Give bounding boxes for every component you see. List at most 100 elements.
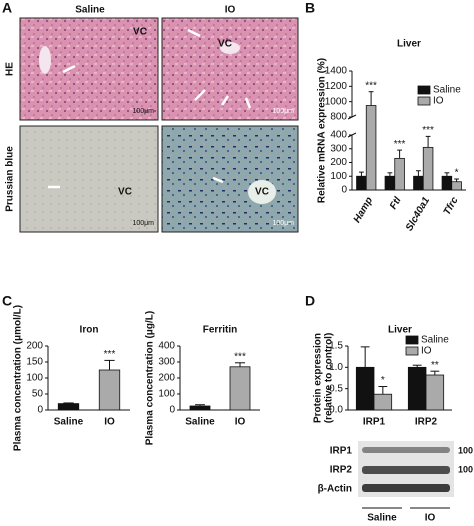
scale-label: 100μm <box>132 220 154 227</box>
significance: *** <box>394 139 406 150</box>
significance: *** <box>234 351 246 362</box>
y-tick-label: 400 <box>330 130 347 141</box>
arrows <box>48 28 252 189</box>
y-tick-label: 200 <box>26 341 43 352</box>
x-tick-label: Ftl <box>388 195 404 211</box>
bar <box>373 393 393 411</box>
y-tick-label: 100 <box>330 171 347 182</box>
y-tick-label: 100 <box>26 373 43 384</box>
scale-label: 100μm <box>272 108 294 115</box>
legend-label: IO <box>421 346 432 357</box>
x-tick-label: IO <box>235 417 246 428</box>
bar <box>451 181 462 191</box>
band-label: IRP2 <box>330 465 353 476</box>
vc-label: VC <box>218 39 232 50</box>
y-tick-label: 1400 <box>325 66 348 77</box>
chart-title: Liver <box>397 39 421 50</box>
panel-label: C <box>2 293 12 309</box>
legend-swatch <box>417 85 431 95</box>
chart-title: Ferritin <box>203 325 237 336</box>
group-label: IO <box>425 513 436 524</box>
vessel <box>220 42 240 54</box>
bar <box>425 374 445 411</box>
x-tick-label: Tfrc <box>442 195 461 217</box>
y-tick-label: 200 <box>330 157 347 168</box>
y-tick-label: 150 <box>26 357 43 368</box>
y-tick-label: 0.5 <box>329 383 343 394</box>
panel-label: B <box>305 0 315 16</box>
legend-label: Saline <box>433 85 461 96</box>
y-axis-label: (relative to control) <box>324 333 335 424</box>
x-tick-label: IO <box>104 417 115 428</box>
significance: ** <box>431 360 439 371</box>
micrograph <box>161 17 299 121</box>
significance: * <box>455 168 459 179</box>
x-tick-label: Saline <box>54 417 84 428</box>
y-tick-label: 800 <box>330 112 347 123</box>
bar <box>413 175 424 191</box>
micrograph <box>19 125 159 233</box>
bar <box>441 175 453 191</box>
y-axis-label: Protein expression <box>313 333 324 423</box>
x-tick-label: Slc40a1 <box>404 195 432 233</box>
significance: *** <box>104 349 116 360</box>
y-axis-label: Plasma concentration (μmol/L) <box>13 305 24 451</box>
y-axis-label: Relative mRNA expression (%) <box>317 58 328 203</box>
scale-label: 100μm <box>272 220 294 227</box>
y-tick-label: 1200 <box>325 81 348 92</box>
significance: *** <box>365 80 377 91</box>
marker-label: 100 <box>458 464 473 474</box>
y-tick-label: 1.5 <box>329 341 343 352</box>
bar <box>189 405 211 411</box>
band-label: IRP1 <box>330 446 353 457</box>
micrograph <box>161 125 299 233</box>
bar <box>98 369 121 411</box>
significance: *** <box>422 125 434 136</box>
bar <box>355 366 375 411</box>
panel-label: A <box>2 0 12 16</box>
y-tick-label: 300 <box>158 357 175 368</box>
bar <box>422 146 434 191</box>
row-label: Prussian blue <box>5 146 16 212</box>
bar <box>356 175 367 191</box>
x-tick-label: IRP1 <box>363 417 386 428</box>
y-tick-label: 0 <box>341 185 347 196</box>
band-label: β-Actin <box>318 484 352 495</box>
vc-label: VC <box>255 187 269 198</box>
y-tick-label: 200 <box>158 373 175 384</box>
row-label: HE <box>5 62 16 76</box>
scale-label: 100μm <box>132 108 154 115</box>
x-tick-label: Hamp <box>352 195 375 225</box>
legend-swatch <box>417 96 431 106</box>
column-label: IO <box>225 5 236 16</box>
bar <box>229 366 251 411</box>
y-tick-label: 0.0 <box>329 405 343 416</box>
marker-label: 100 <box>458 445 473 455</box>
y-tick-label: 1.0 <box>329 362 343 373</box>
x-tick-label: IRP2 <box>415 417 438 428</box>
chart-title: Liver <box>388 325 412 336</box>
bar <box>394 157 405 191</box>
y-tick-label: 0 <box>169 405 175 416</box>
x-tick-label: Saline <box>185 417 215 428</box>
y-axis-label: Plasma concentration (μg/L) <box>145 311 156 445</box>
bar <box>365 105 377 191</box>
y-tick-label: 50 <box>32 389 44 400</box>
panel-label: D <box>305 293 315 309</box>
legend-swatch <box>405 346 419 356</box>
bar <box>407 366 427 411</box>
y-tick-label: 100 <box>158 389 175 400</box>
vessel <box>248 180 276 204</box>
legend-label: IO <box>433 96 444 107</box>
column-label: Saline <box>75 5 105 16</box>
group-label: Saline <box>367 513 397 524</box>
bar <box>384 175 396 191</box>
vc-label: VC <box>133 27 147 38</box>
blot-bands <box>362 447 450 492</box>
significance: * <box>381 375 385 386</box>
vessel <box>39 46 51 74</box>
bar <box>57 403 80 411</box>
y-tick-label: 300 <box>330 143 347 154</box>
y-tick-label: 0 <box>37 405 43 416</box>
